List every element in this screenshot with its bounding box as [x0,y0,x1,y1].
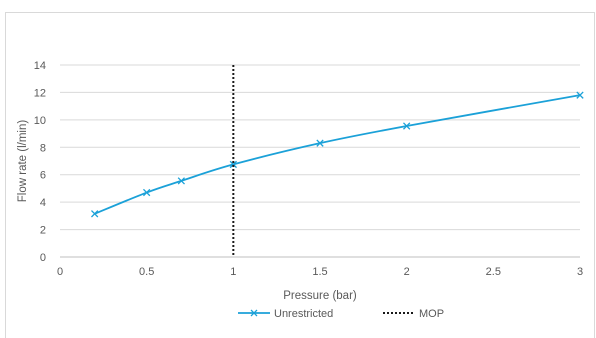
y-tick-label: 12 [34,87,46,99]
series-layer [91,65,583,257]
x-tick-label: 0.5 [139,266,154,278]
legend-item: Unrestricted [238,308,333,320]
x-axis-title: Pressure (bar) [283,290,357,302]
legend-label: Unrestricted [274,308,333,320]
x-tick-label: 3 [577,266,583,278]
y-tick-label: 2 [40,225,46,237]
x-tick-label: 1.5 [312,266,327,278]
series-line-unrestricted [95,95,580,214]
gridlines [60,65,580,257]
y-tick-labels: 0 2 4 6 8 10 12 14 [34,60,46,264]
y-axis-title: Flow rate (l/min) [17,120,29,203]
legend-item: MOP [383,308,444,320]
y-tick-label: 10 [34,115,46,127]
y-tick-label: 4 [40,197,46,209]
y-tick-label: 14 [34,60,46,72]
y-tick-label: 8 [40,142,46,154]
x-tick-label: 0 [57,266,63,278]
x-tick-labels: 0 0.5 1 1.5 2 2.5 3 [57,266,583,278]
legend: Unrestricted MOP [238,308,444,320]
x-tick-label: 1 [230,266,236,278]
y-tick-label: 6 [40,170,46,182]
x-tick-label: 2 [404,266,410,278]
legend-label: MOP [419,308,444,320]
y-tick-label: 0 [40,252,46,264]
x-tick-label: 2.5 [486,266,501,278]
